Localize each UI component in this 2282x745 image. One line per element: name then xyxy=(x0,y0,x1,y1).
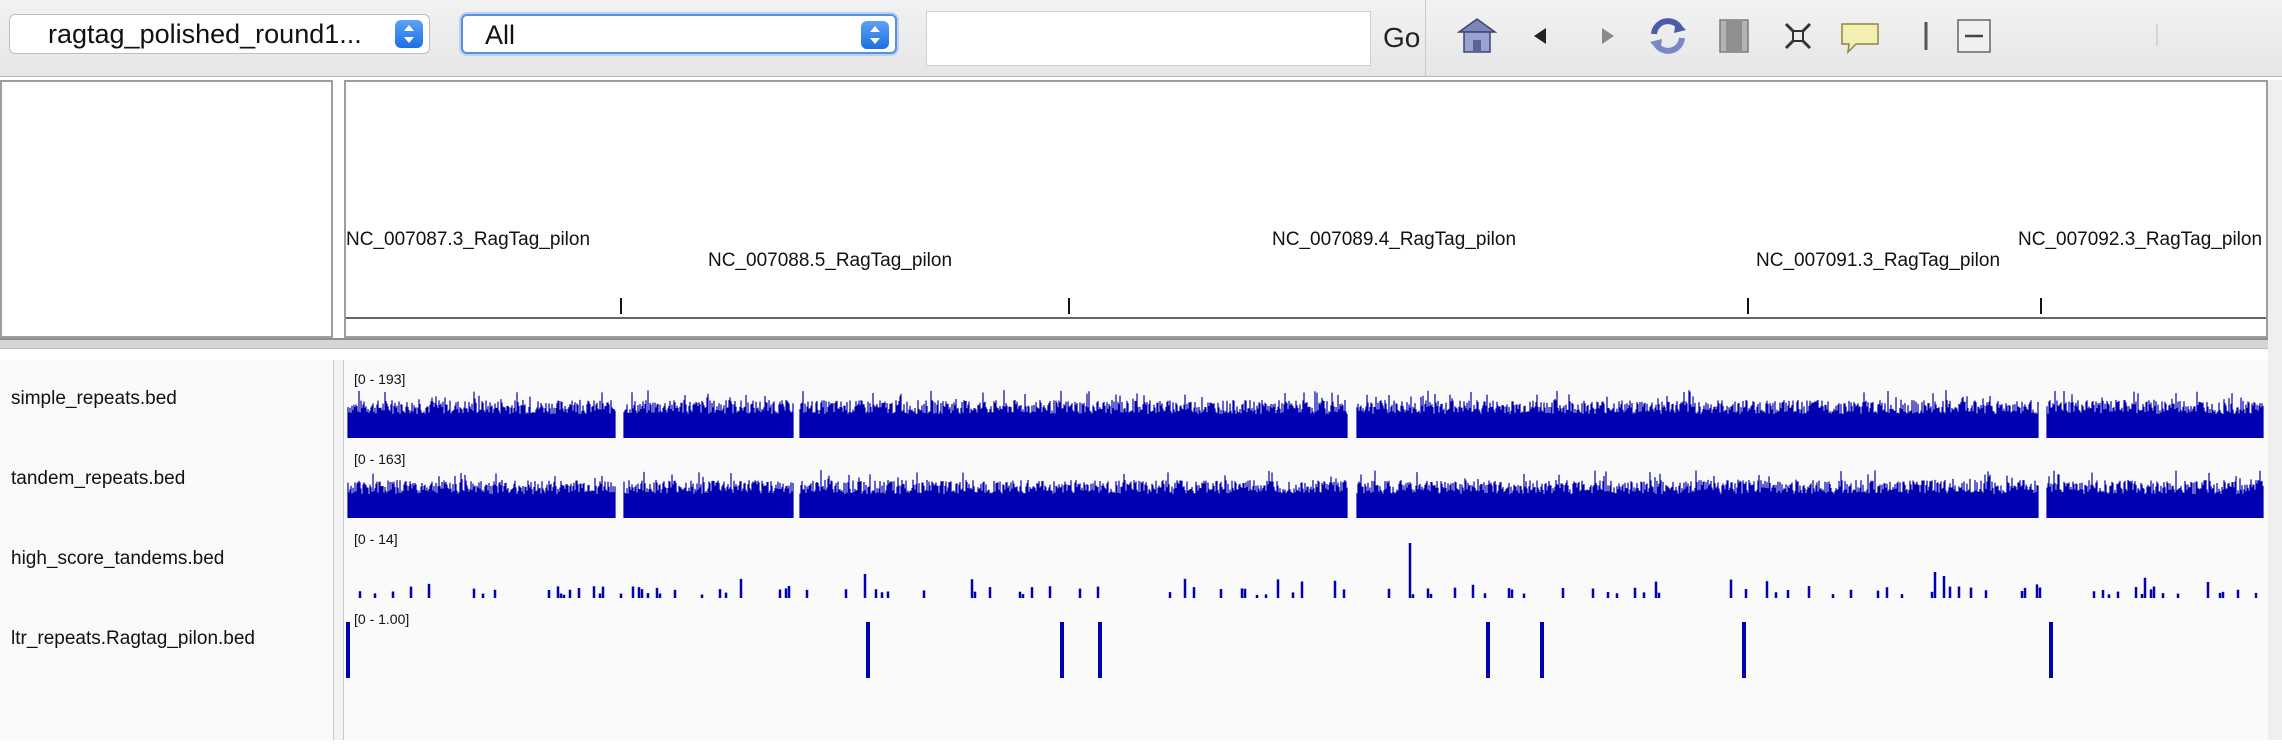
header-panel: NC_007087.3_RagTag_pilon NC_007088.5_RagT… xyxy=(0,80,2282,338)
track-1: [0 - 163] xyxy=(347,451,2264,518)
roi-icon[interactable] xyxy=(1712,14,1756,58)
track-name-panel: simple_repeats.bed tandem_repeats.bed hi… xyxy=(0,360,333,740)
ltr-feature xyxy=(2049,622,2053,678)
chromosome-label[interactable]: NC_007087.3_RagTag_pilon xyxy=(346,229,590,250)
chromosome-select[interactable]: All xyxy=(461,14,897,54)
track-2: [0 - 14] xyxy=(354,531,2258,598)
track-data-range: [0 - 163] xyxy=(354,451,405,467)
go-button[interactable]: Go xyxy=(1383,22,1421,53)
coverage-bars xyxy=(347,390,2264,438)
back-icon[interactable] xyxy=(1520,14,1564,58)
chromosome-label[interactable]: NC_007088.5_RagTag_pilon xyxy=(708,250,952,271)
forward-icon[interactable] xyxy=(1584,14,1628,58)
toolbar-divider xyxy=(1425,0,1426,76)
track-name[interactable]: high_score_tandems.bed xyxy=(11,548,225,569)
track-data-panel[interactable]: [0 - 193] [0 - 163] [0 - 14] [0 - 1.00] xyxy=(344,360,2268,740)
genome-select-value: ragtag_polished_round1... xyxy=(48,19,362,49)
ltr-feature xyxy=(1540,622,1544,678)
fit-window-icon[interactable] xyxy=(1776,14,1820,58)
track-name[interactable]: simple_repeats.bed xyxy=(11,388,177,409)
popup-info-icon[interactable] xyxy=(1838,14,1882,58)
ltr-feature xyxy=(346,622,350,678)
header-name-panel xyxy=(0,80,333,338)
chromosome-select-value: All xyxy=(485,20,516,50)
track-data-range: [0 - 193] xyxy=(354,371,405,387)
ruler-toggle-icon[interactable] xyxy=(1904,14,1948,58)
ltr-feature xyxy=(1742,622,1746,678)
coverage-bars xyxy=(358,543,2258,598)
track-3: [0 - 1.00] xyxy=(346,611,2053,678)
genome-select[interactable]: ragtag_polished_round1... xyxy=(9,14,430,54)
chromosome-label[interactable]: NC_007089.4_RagTag_pilon xyxy=(1272,229,1516,250)
track-name[interactable]: tandem_repeats.bed xyxy=(11,468,186,489)
refresh-icon[interactable] xyxy=(1646,14,1690,58)
ltr-feature xyxy=(866,622,870,678)
toolbar: ragtag_polished_round1... All Go xyxy=(0,0,2282,77)
home-icon[interactable] xyxy=(1455,14,1499,58)
tracks-canvas: [0 - 193] [0 - 163] [0 - 14] [0 - 1.00] xyxy=(346,371,2264,678)
zoom-out-icon[interactable] xyxy=(1952,14,1996,58)
track-data-range: [0 - 14] xyxy=(354,531,398,547)
track-0: [0 - 193] xyxy=(347,371,2264,438)
chromosome-label[interactable]: NC_007091.3_RagTag_pilon xyxy=(1756,250,2000,271)
chromosome-ruler[interactable]: NC_007087.3_RagTag_pilon NC_007088.5_RagT… xyxy=(344,80,2268,338)
chromosome-label[interactable]: NC_007092.3_RagTag_pilon xyxy=(2018,229,2262,250)
coverage-bars xyxy=(347,470,2264,518)
ltr-feature xyxy=(1486,622,1490,678)
panel-gap xyxy=(333,360,344,740)
panel-splitter[interactable] xyxy=(0,338,2282,349)
chevron-updown-icon xyxy=(395,20,423,48)
locus-input[interactable] xyxy=(926,11,1371,66)
ltr-feature xyxy=(1060,622,1064,678)
scroll-gutter xyxy=(2268,80,2282,740)
toolbar-divider xyxy=(2156,24,2158,46)
track-name[interactable]: ltr_repeats.Ragtag_pilon.bed xyxy=(11,628,256,649)
chevron-updown-icon xyxy=(861,21,889,49)
ltr-feature xyxy=(1098,622,1102,678)
ruler-canvas: NC_007087.3_RagTag_pilon NC_007088.5_RagT… xyxy=(346,229,2266,319)
track-data-range: [0 - 1.00] xyxy=(354,611,409,627)
